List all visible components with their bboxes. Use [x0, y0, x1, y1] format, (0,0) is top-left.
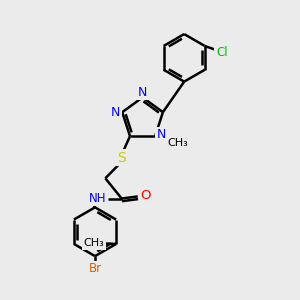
- Text: N: N: [111, 106, 120, 119]
- Text: S: S: [117, 151, 126, 164]
- Text: N: N: [138, 85, 147, 98]
- Text: N: N: [157, 128, 166, 141]
- Text: CH₃: CH₃: [83, 238, 104, 248]
- Text: CH₃: CH₃: [168, 138, 188, 148]
- Text: Br: Br: [88, 262, 102, 275]
- Text: O: O: [140, 189, 151, 202]
- Text: NH: NH: [89, 192, 106, 205]
- Text: Cl: Cl: [216, 46, 227, 59]
